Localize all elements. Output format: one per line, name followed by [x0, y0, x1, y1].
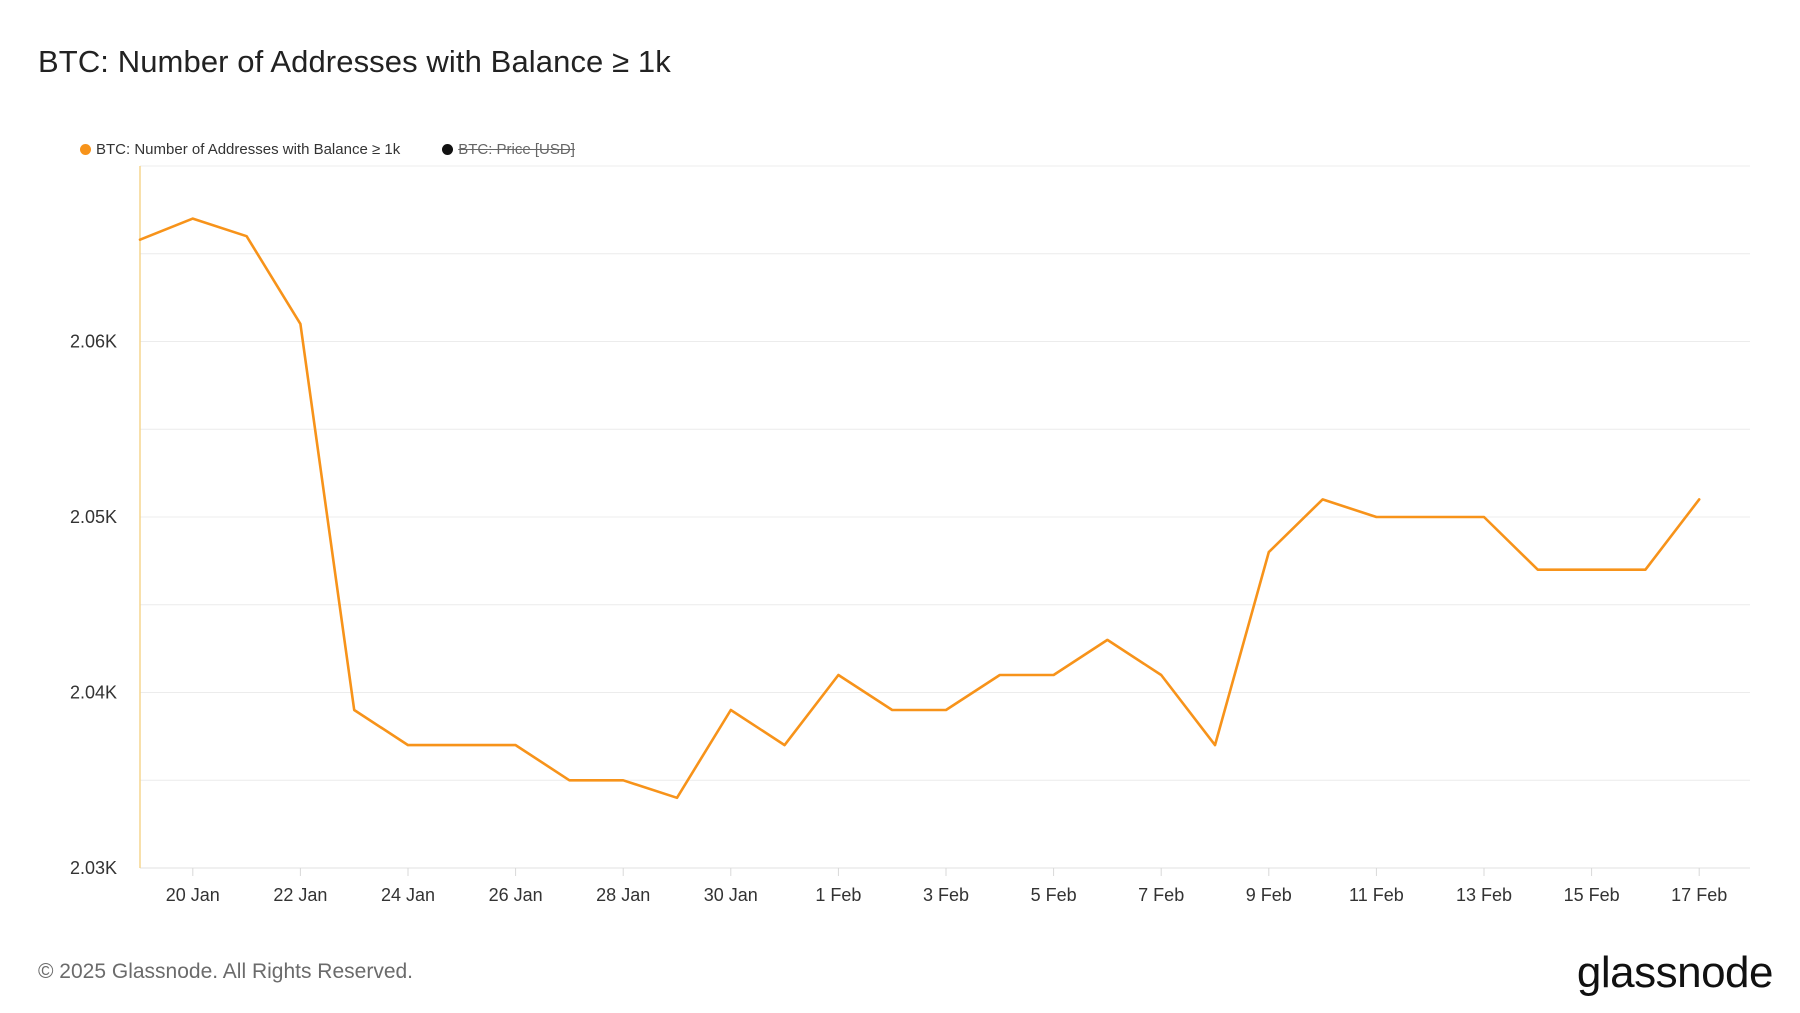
- x-tick-label: 26 Jan: [489, 885, 543, 905]
- legend-label-addresses: BTC: Number of Addresses with Balance ≥ …: [96, 141, 401, 158]
- x-tick-label: 28 Jan: [596, 885, 650, 905]
- copyright-text: © 2025 Glassnode. All Rights Reserved.: [38, 960, 414, 983]
- glassnode-logo: glassnode: [1576, 948, 1774, 997]
- x-axis-ticks: 20 Jan 22 Jan 24 Jan 26 Jan 28 Jan 30 Jan 1 Fe…: [166, 868, 1727, 905]
- x-tick-label: 17 Feb: [1671, 885, 1727, 905]
- legend-label-price: BTC: Price [USD]: [458, 141, 575, 158]
- y-axis-ticks: 2.03K 2.04K 2.05K 2.06K: [70, 332, 117, 879]
- legend-item-addresses[interactable]: BTC: Number of Addresses with Balance ≥ …: [80, 141, 400, 158]
- x-tick-label: 5 Feb: [1031, 885, 1077, 905]
- x-tick-label: 22 Jan: [273, 885, 327, 905]
- x-tick-label: 3 Feb: [923, 885, 969, 905]
- x-tick-label: 1 Feb: [815, 885, 861, 905]
- grid-lines: [140, 165, 1750, 781]
- x-tick-label: 20 Jan: [166, 885, 220, 905]
- series-layer: [138, 217, 1701, 800]
- x-tick-label: 24 Jan: [381, 885, 435, 905]
- x-tick-label: 15 Feb: [1564, 885, 1620, 905]
- legend-dot-icon: [442, 144, 454, 155]
- x-tick-label: 9 Feb: [1246, 885, 1292, 905]
- y-tick-label: 2.03K: [70, 858, 117, 878]
- legend-item-price[interactable]: BTC: Price [USD]: [442, 141, 575, 158]
- x-tick-label: 7 Feb: [1138, 885, 1184, 905]
- x-tick-label: 13 Feb: [1456, 885, 1512, 905]
- chart-title: BTC: Number of Addresses with Balance ≥ …: [38, 44, 671, 79]
- legend: BTC: Number of Addresses with Balance ≥ …: [80, 141, 617, 158]
- series-line: [138, 217, 1701, 800]
- x-tick-label: 30 Jan: [704, 885, 758, 905]
- y-tick-label: 2.06K: [70, 332, 117, 352]
- y-tick-label: 2.04K: [70, 683, 117, 703]
- x-tick-label: 11 Feb: [1349, 885, 1404, 905]
- y-tick-label: 2.05K: [70, 507, 117, 527]
- legend-dot-icon: [80, 144, 91, 155]
